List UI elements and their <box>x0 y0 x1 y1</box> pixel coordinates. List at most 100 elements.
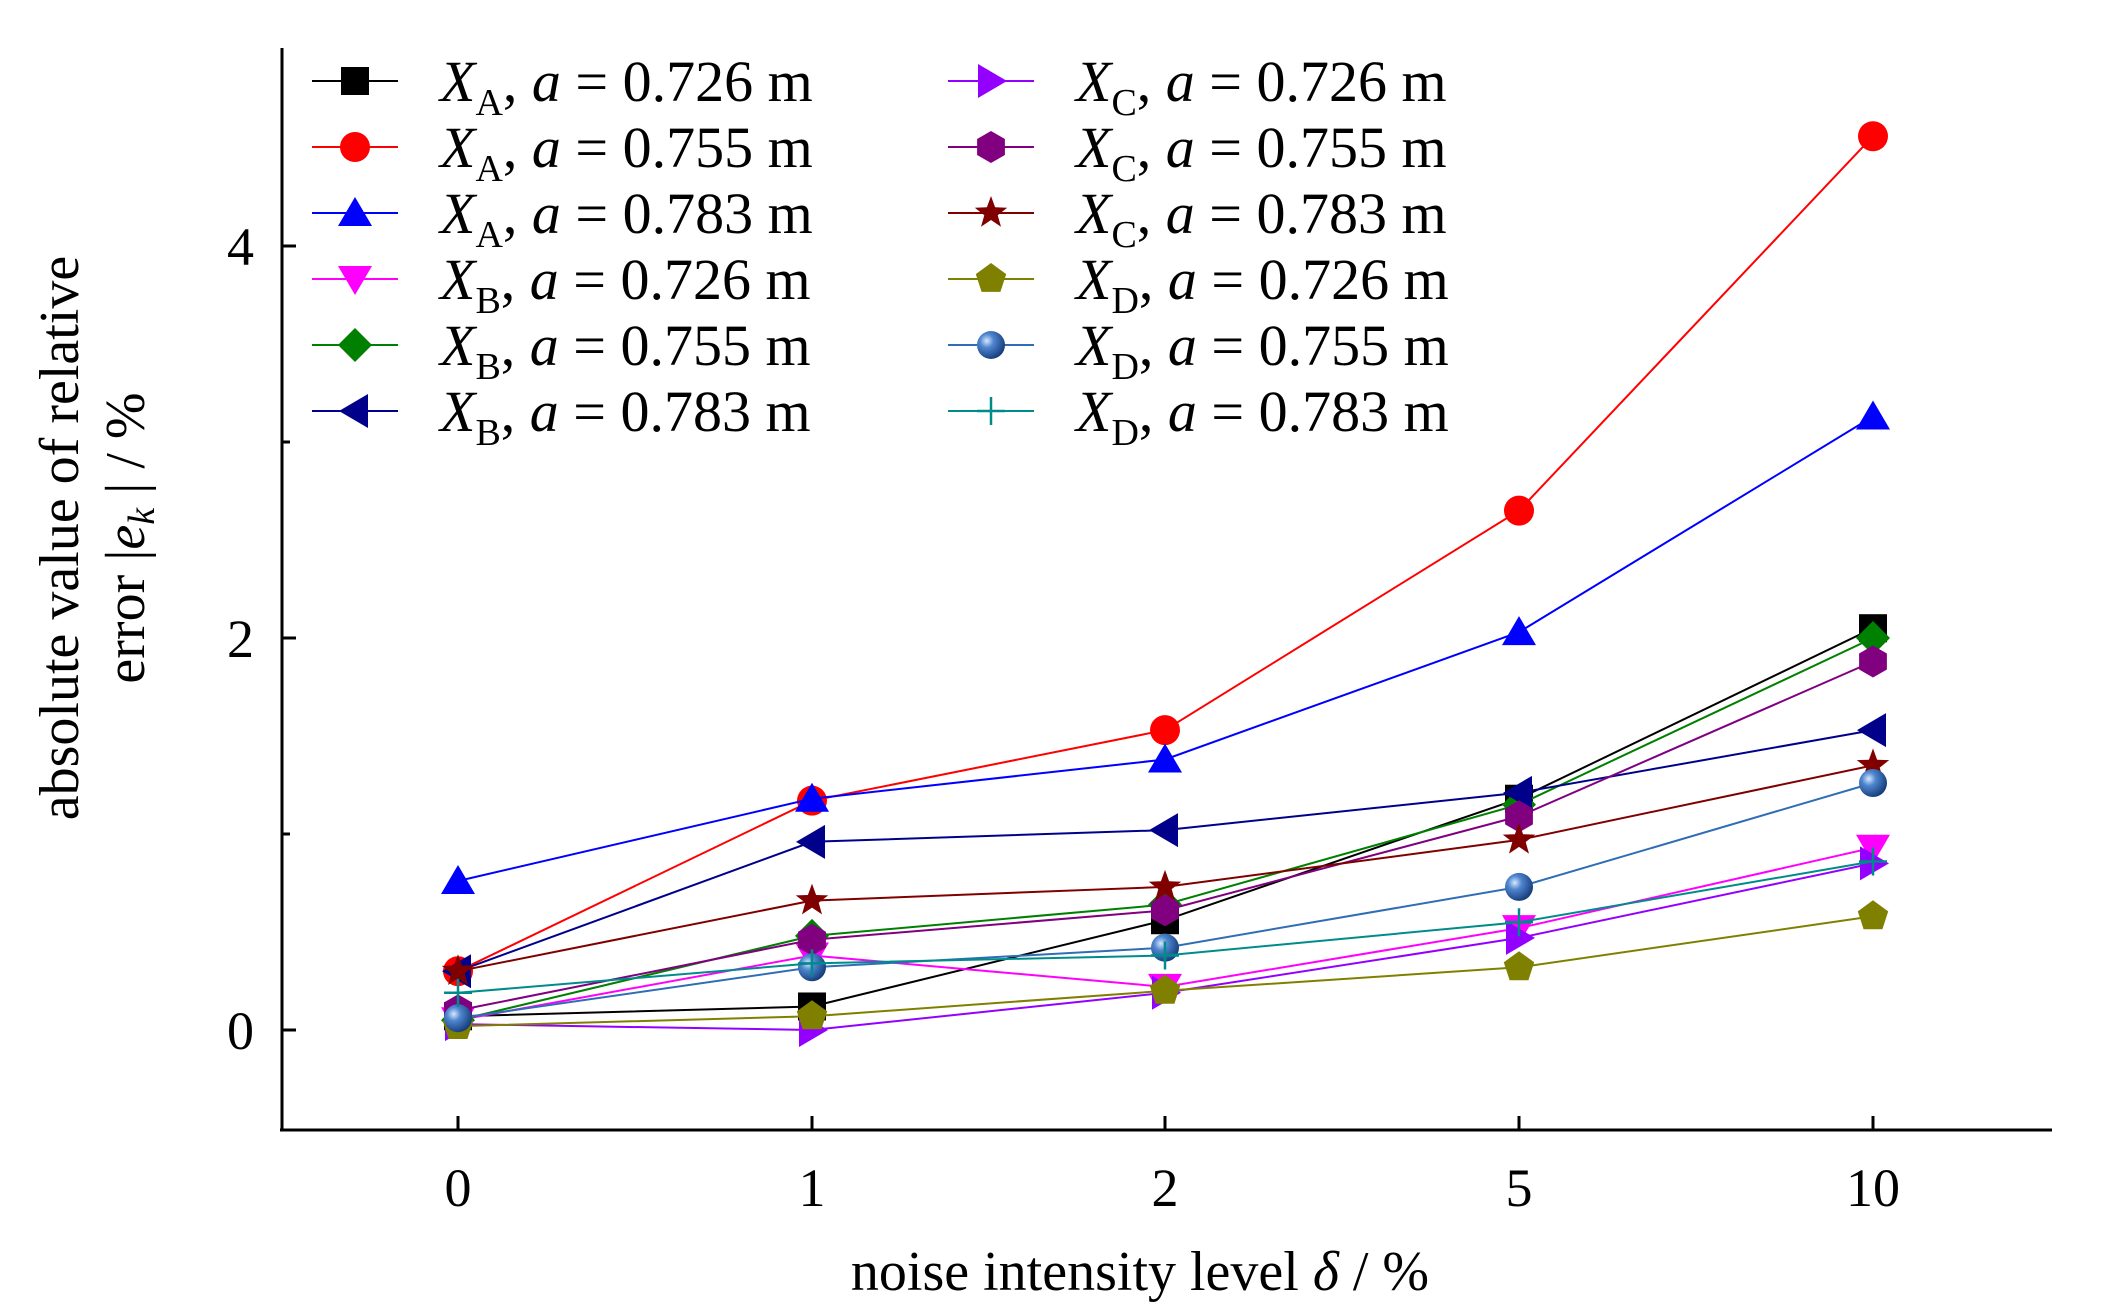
x-tick-label: 10 <box>1846 1158 1900 1218</box>
legend-var: X <box>1074 49 1114 114</box>
legend-item: XB, a = 0.755 m <box>312 313 811 388</box>
legend-item: XD, a = 0.726 m <box>948 247 1449 322</box>
y-axis-title-line1: absolute value of relative <box>29 256 91 820</box>
legend-value: = 0.755 m <box>559 313 811 378</box>
data-point <box>1503 951 1535 981</box>
data-point <box>1150 715 1180 746</box>
data-point <box>441 954 475 985</box>
legend-subscript: D <box>1111 346 1138 388</box>
series-6 <box>442 713 1886 989</box>
legend-subscript: A <box>475 214 503 256</box>
legend-subscript: A <box>475 82 503 124</box>
legend-value: = 0.783 m <box>1197 379 1449 444</box>
legend-value: = 0.726 m <box>559 247 811 312</box>
data-point <box>1502 822 1536 854</box>
legend-subscript: A <box>475 148 503 190</box>
legend-var: X <box>1074 115 1114 180</box>
y-axis-title: absolute value of relative error |ek | /… <box>29 256 163 820</box>
legend-a: a <box>532 49 561 114</box>
legend-label: XB, a = 0.755 m <box>438 313 811 388</box>
data-point <box>1505 800 1533 833</box>
legend-var: X <box>438 247 478 312</box>
series-12 <box>444 847 1887 1007</box>
data-point <box>795 883 829 915</box>
y-axis-title-line2: error |ek | / % <box>95 392 163 683</box>
legend-item: XC, a = 0.726 m <box>948 49 1447 124</box>
legend-item: XB, a = 0.726 m <box>312 247 811 322</box>
legend-comma: , <box>1137 181 1166 246</box>
legend-value: = 0.783 m <box>561 181 813 246</box>
x-axis-title-prefix: noise intensity level <box>851 1241 1313 1303</box>
data-point <box>1859 847 1887 876</box>
legend-marker <box>978 64 1007 98</box>
legend-label: XB, a = 0.783 m <box>438 379 811 454</box>
y-tick-label: 4 <box>227 217 254 277</box>
x-tick-label: 0 <box>445 1158 472 1218</box>
legend-label: XC, a = 0.755 m <box>1074 115 1447 190</box>
legend-label: XC, a = 0.726 m <box>1074 49 1447 124</box>
x-axis-title-suffix: / % <box>1339 1241 1429 1303</box>
legend-label: XA, a = 0.755 m <box>438 115 813 190</box>
legend-marker <box>977 331 1005 359</box>
data-point <box>1151 941 1179 970</box>
legend-a: a <box>532 115 561 180</box>
legend-comma: , <box>1139 313 1168 378</box>
legend-var: X <box>438 181 478 246</box>
data-point <box>444 978 472 1007</box>
y-tick-label: 2 <box>227 609 254 669</box>
legend-a: a <box>1166 49 1195 114</box>
legend-comma: , <box>1139 247 1168 312</box>
legend-value: = 0.783 m <box>1195 181 1447 246</box>
data-point <box>1859 645 1887 678</box>
legend-value: = 0.755 m <box>1195 115 1447 180</box>
legend-comma: , <box>1137 115 1166 180</box>
legend-marker <box>975 263 1007 292</box>
legend-var: X <box>438 313 478 378</box>
data-point <box>1506 920 1535 955</box>
legend-label: XA, a = 0.726 m <box>438 49 813 124</box>
data-point <box>1148 743 1182 773</box>
legend: XA, a = 0.726 mXA, a = 0.755 mXA, a = 0.… <box>312 49 1449 454</box>
data-point <box>1149 813 1178 848</box>
legend-value: = 0.726 m <box>1195 49 1447 114</box>
data-point <box>796 824 825 859</box>
legend-comma: , <box>503 49 532 114</box>
legend-a: a <box>1166 115 1195 180</box>
legend-a: a <box>530 379 559 444</box>
legend-a: a <box>1168 379 1197 444</box>
legend-marker <box>340 132 370 162</box>
x-tick-label: 2 <box>1152 1158 1179 1218</box>
x-ticks: 0 1 2 5 10 <box>445 1116 1900 1218</box>
legend-a: a <box>1166 181 1195 246</box>
legend-item: XC, a = 0.755 m <box>948 115 1447 190</box>
legend-marker <box>339 394 368 428</box>
legend-comma: , <box>503 181 532 246</box>
legend-label: XA, a = 0.783 m <box>438 181 813 256</box>
x-axis-title-symbol: δ <box>1313 1241 1340 1303</box>
series-9 <box>441 748 1890 985</box>
x-tick-label: 1 <box>799 1158 826 1218</box>
legend-value: = 0.726 m <box>561 49 813 114</box>
y-axis-title-subscript: k <box>121 507 163 525</box>
legend-a: a <box>530 247 559 312</box>
legend-var: X <box>1074 379 1114 444</box>
legend-item: XA, a = 0.726 m <box>312 49 813 124</box>
legend-a: a <box>532 181 561 246</box>
legend-subscript: B <box>475 280 500 322</box>
legend-subscript: B <box>475 412 500 454</box>
data-point <box>444 1004 472 1033</box>
legend-label: XD, a = 0.783 m <box>1074 379 1449 454</box>
legend-subscript: D <box>1111 280 1138 322</box>
legend-subscript: C <box>1111 82 1136 124</box>
legend-comma: , <box>501 313 530 378</box>
legend-var: X <box>1074 313 1114 378</box>
data-point <box>1503 775 1532 810</box>
y-axis-title-line2-prefix: error | <box>95 550 157 684</box>
legend-value: = 0.726 m <box>1197 247 1449 312</box>
legend-subscript: B <box>475 346 500 388</box>
data-point <box>1505 872 1533 901</box>
data-point <box>1856 748 1890 780</box>
legend-label: XC, a = 0.783 m <box>1074 181 1447 256</box>
data-point <box>1502 616 1536 646</box>
legend-item: XD, a = 0.755 m <box>948 313 1449 388</box>
